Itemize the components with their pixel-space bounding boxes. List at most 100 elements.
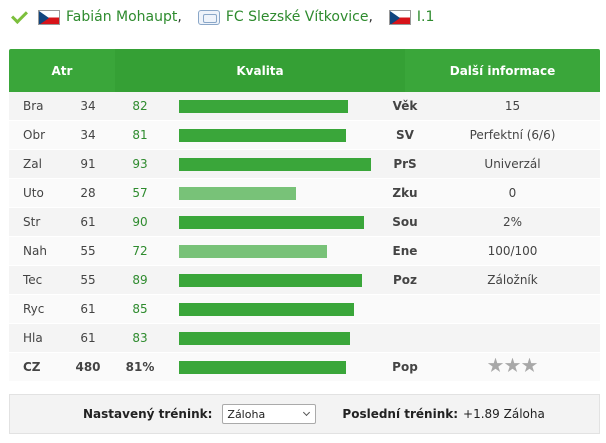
quality-bar-cell (165, 324, 385, 353)
total-quality-bar (179, 360, 346, 374)
attr-value: 34 (80, 128, 96, 142)
attr-quality: 57 (132, 186, 148, 200)
attr-name: Zal (23, 157, 42, 171)
player-header: Fabián Mohaupt, FC Slezské Vítkovice, I.… (10, 6, 434, 28)
quality-bar-cell (165, 353, 385, 382)
attr-value: 34 (80, 99, 96, 113)
quality-bar (179, 215, 364, 229)
attr-quality: 81 (132, 128, 148, 142)
czech-flag-icon (38, 9, 60, 25)
info-label: Sou (392, 215, 418, 229)
quality-bar-cell (165, 266, 385, 295)
attr-quality: 83 (132, 331, 148, 345)
quality-bar-cell (165, 179, 385, 208)
info-label-pop: Pop (392, 360, 418, 374)
chevron-down-icon (303, 408, 311, 417)
header-separator: , (177, 9, 182, 25)
attr-quality: 90 (132, 215, 148, 229)
attr-name: Bra (23, 99, 44, 113)
star-icon (504, 357, 521, 373)
column-header-kvalita: Kvalita (115, 49, 405, 92)
star-icon (521, 357, 538, 373)
player-name-link[interactable]: Fabián Mohaupt (66, 9, 178, 25)
attr-quality: 89 (132, 273, 148, 287)
info-label: Ene (392, 244, 418, 258)
team-name-link[interactable]: FC Slezské Vítkovice (225, 9, 369, 25)
quality-bar (179, 99, 348, 113)
info-label: Poz (392, 273, 418, 287)
total-quality: 81% (125, 360, 155, 374)
training-set-label: Nastavený trénink: (83, 407, 213, 421)
attr-name: Uto (23, 186, 44, 200)
table-row: Hla 61 83 (9, 324, 600, 353)
total-value: 480 (75, 360, 101, 374)
attr-quality: 93 (132, 157, 148, 171)
attr-value: 61 (80, 302, 96, 316)
info-value: Perfektní (6/6) (469, 128, 556, 142)
last-training-value: +1.89 Záloha (463, 407, 545, 421)
training-panel: Nastavený trénink: Záloha Poslední tréni… (9, 394, 600, 434)
attr-value: 28 (80, 186, 96, 200)
attr-quality: 85 (132, 302, 148, 316)
quality-bar-cell (165, 208, 385, 237)
attr-quality: 82 (132, 99, 148, 113)
table-row: Tec 55 89 Poz Záložník (9, 266, 600, 295)
quality-bar (179, 186, 296, 200)
team-icon (197, 9, 220, 25)
table-row: Ryc 61 85 (9, 295, 600, 324)
attr-quality: 72 (132, 244, 148, 258)
table-body: Bra 34 82 Věk 15 Obr 34 81 SV Perfektní (6/6) Zal 9… (9, 92, 600, 382)
attr-name: Ryc (23, 302, 45, 316)
czech-flag-icon (388, 9, 411, 25)
quality-bar-cell (165, 295, 385, 324)
table-row: Str 61 90 Sou 2% (9, 208, 600, 237)
attr-name: Nah (23, 244, 47, 258)
quality-bar-cell (165, 121, 385, 150)
attr-name: Obr (23, 128, 45, 142)
table-row: Nah 55 72 Ene 100/100 (9, 237, 600, 266)
checkmark-icon (10, 7, 30, 27)
info-label: SV (396, 128, 414, 142)
star-icon (487, 357, 504, 373)
column-header-atr: Atr (51, 63, 73, 78)
quality-bar (179, 302, 354, 316)
table-row: Bra 34 82 Věk 15 (9, 92, 600, 121)
quality-bar (179, 331, 350, 345)
attr-value: 55 (80, 244, 96, 258)
header-separator: , (368, 9, 373, 25)
training-select[interactable]: Záloha (222, 404, 317, 424)
attributes-table: Atr Kvalita Další informace Bra 34 82 Věk 15… (9, 49, 600, 382)
table-row: Uto 28 57 Zku 0 (9, 179, 600, 208)
info-label: PrS (393, 157, 417, 171)
info-label: Zku (392, 186, 418, 200)
last-training-label: Poslední trénink: (342, 407, 459, 421)
total-row: CZ 480 81% Pop (9, 353, 600, 382)
table-row: Zal 91 93 PrS Univerzál (9, 150, 600, 179)
table-row: Obr 34 81 SV Perfektní (6/6) (9, 121, 600, 150)
quality-bar-cell (165, 150, 385, 179)
attr-value: 55 (80, 273, 96, 287)
info-value: 100/100 (487, 244, 538, 258)
info-value: Univerzál (484, 157, 541, 171)
info-value: 0 (508, 186, 517, 200)
table-header: Atr Kvalita Další informace (9, 49, 600, 92)
attr-value: 91 (80, 157, 96, 171)
quality-bar-cell (165, 92, 385, 121)
quality-bar (179, 273, 362, 287)
attr-name: Str (23, 215, 41, 229)
attr-name: Hla (23, 331, 43, 345)
quality-bar (179, 157, 371, 171)
info-value: 15 (504, 99, 521, 113)
info-value: 2% (502, 215, 523, 229)
training-select-value: Záloha (227, 407, 266, 421)
league-link[interactable]: I.1 (416, 9, 435, 25)
quality-bar-cell (165, 237, 385, 266)
quality-bar (179, 244, 327, 258)
quality-bar (179, 128, 346, 142)
attr-value: 61 (80, 215, 96, 229)
stars-group (487, 357, 538, 374)
attr-name: Tec (23, 273, 43, 287)
info-value: Záložník (487, 273, 538, 287)
popularity-stars (425, 357, 600, 377)
column-header-info: Další informace (449, 63, 556, 78)
